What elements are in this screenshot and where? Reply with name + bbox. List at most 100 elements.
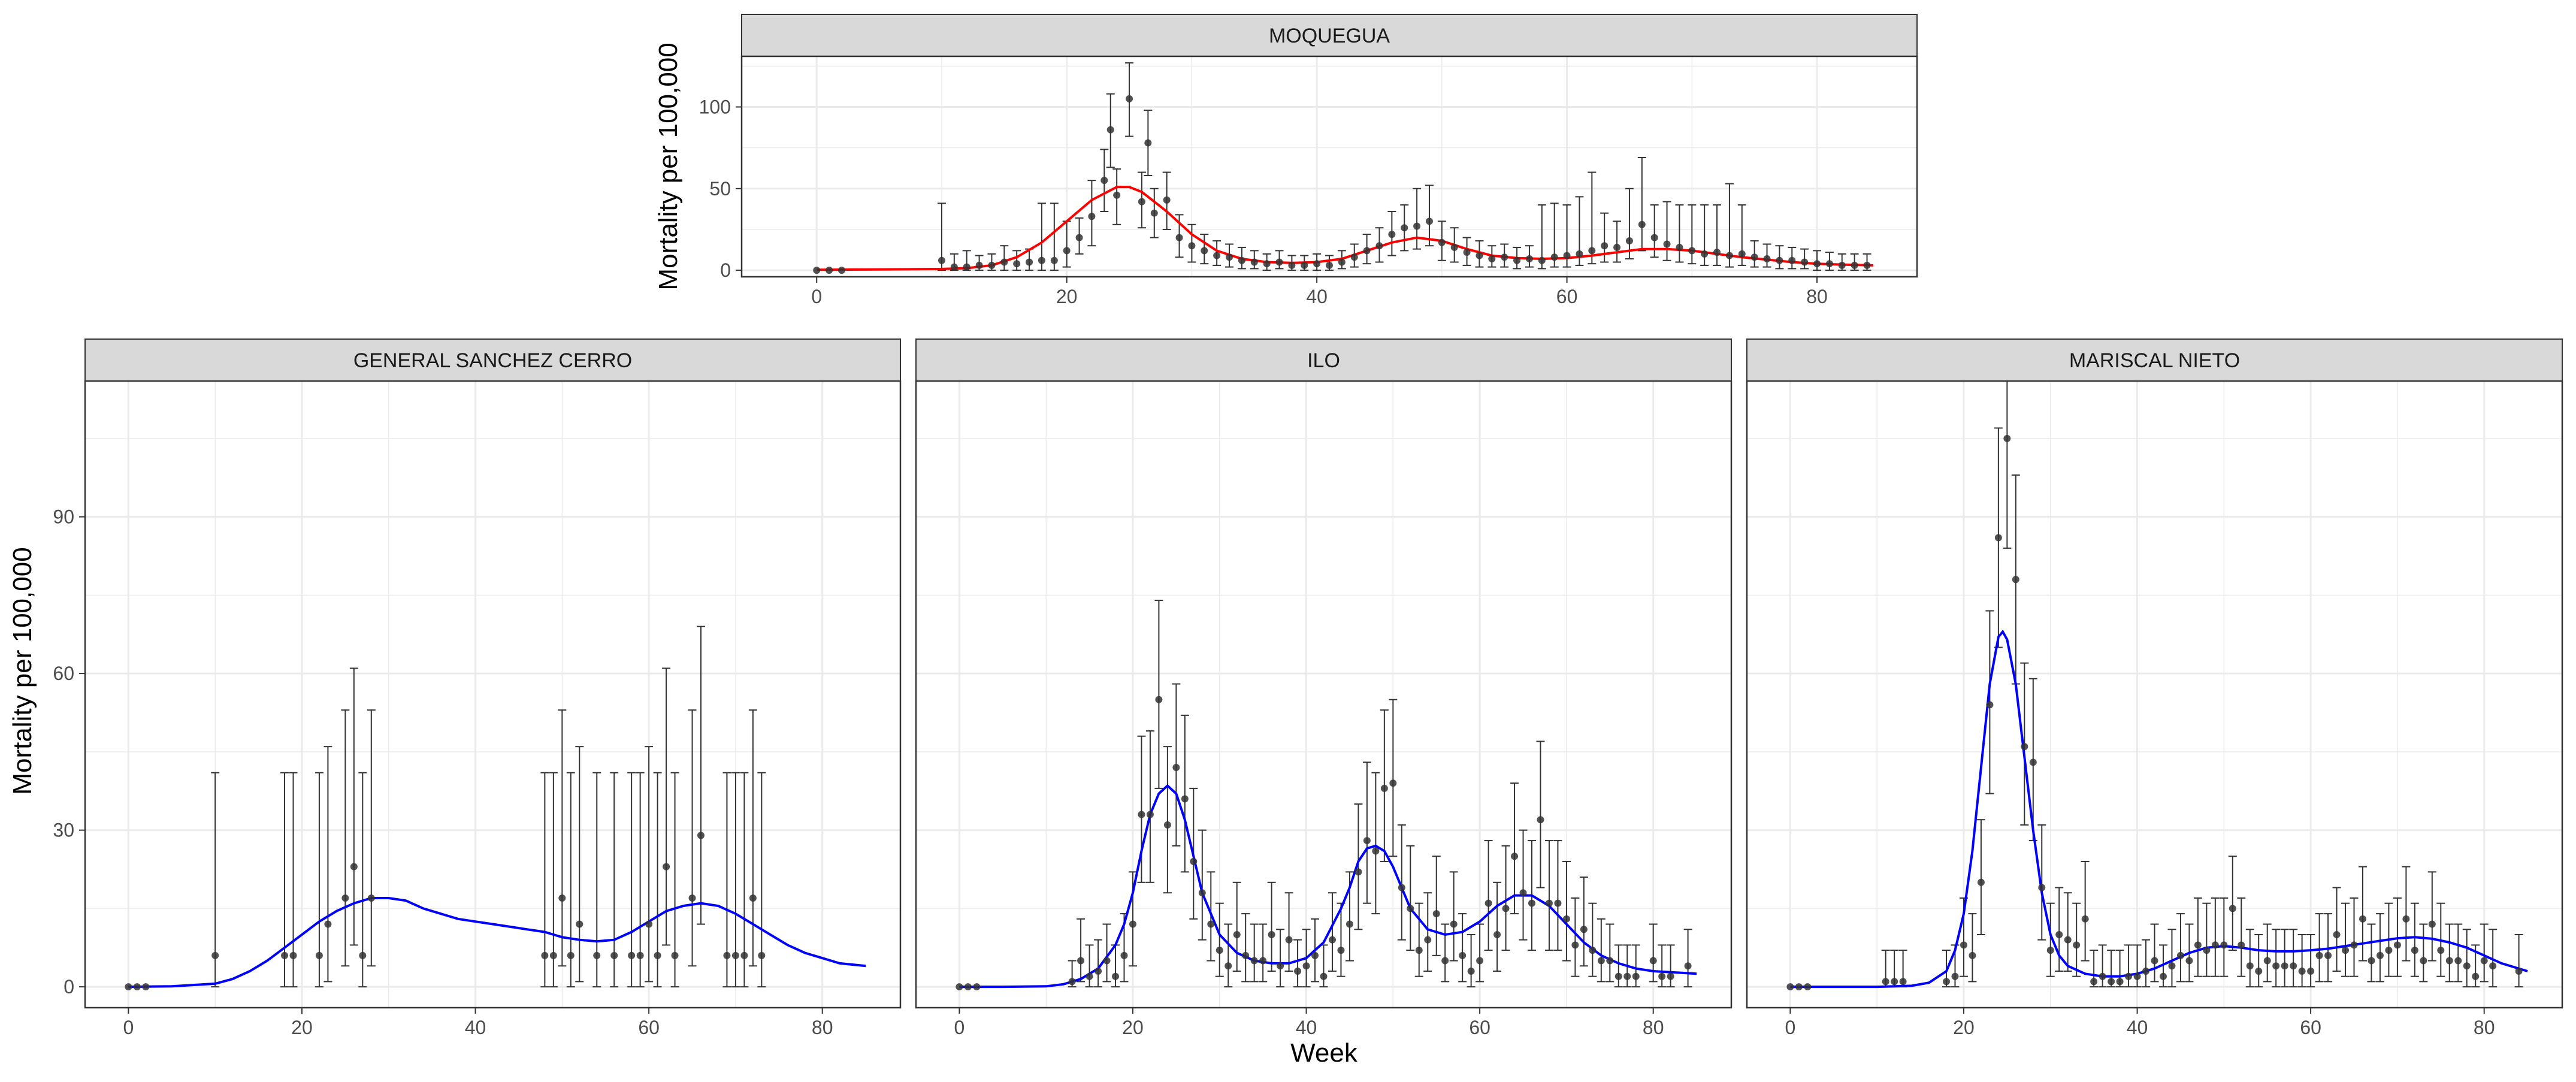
data-point	[1138, 198, 1145, 205]
data-point	[1346, 920, 1353, 928]
data-point	[341, 894, 349, 902]
data-point	[938, 256, 945, 264]
data-point	[1277, 962, 1284, 970]
data-point	[2073, 941, 2081, 949]
data-point	[1502, 905, 1510, 912]
panel-border	[740, 55, 1918, 278]
y-axis-label-bottom-row: Mortality per 100,000	[8, 547, 37, 794]
data-point	[1375, 242, 1383, 250]
data-point	[1088, 213, 1096, 220]
data-point	[1725, 252, 1733, 259]
data-point	[2220, 941, 2228, 949]
data-point	[837, 267, 845, 274]
x-tick-label: 80	[1806, 286, 1828, 307]
data-point	[610, 951, 618, 959]
data-point	[2393, 941, 2401, 949]
x-tick-label: 0	[954, 1017, 965, 1038]
data-point	[567, 951, 575, 959]
data-point	[1201, 247, 1208, 255]
data-point	[740, 951, 748, 959]
data-point	[1311, 951, 1319, 959]
data-point	[1484, 899, 1492, 907]
data-point	[1467, 967, 1475, 975]
data-point	[1326, 261, 1333, 269]
data-point	[1398, 884, 1405, 891]
data-point	[1068, 978, 1076, 986]
data-point	[1632, 972, 1640, 980]
data-point	[2376, 951, 2384, 959]
data-point	[2445, 957, 2453, 965]
data-point	[1126, 95, 1133, 102]
data-point	[1960, 941, 1967, 949]
data-point	[2003, 434, 2011, 442]
facet-strip	[1746, 338, 2563, 382]
data-point	[956, 983, 963, 991]
data-point	[1213, 252, 1221, 259]
data-point	[315, 951, 323, 959]
data-point	[2359, 915, 2366, 923]
data-point	[1701, 250, 1709, 258]
data-point	[1588, 247, 1596, 255]
x-tick-label: 0	[1785, 1017, 1795, 1038]
data-point	[1086, 972, 1093, 980]
data-point	[697, 832, 705, 839]
data-point	[2480, 957, 2488, 965]
data-point	[1389, 779, 1397, 787]
data-point	[1638, 220, 1646, 228]
data-point	[663, 863, 670, 871]
data-point	[2463, 962, 2471, 970]
data-point	[2021, 743, 2028, 751]
data-point	[1501, 253, 1508, 261]
data-point	[988, 261, 996, 269]
data-point	[1658, 972, 1666, 980]
facet-strip	[915, 338, 1732, 382]
data-point	[1463, 249, 1471, 256]
y-tick-label: 90	[53, 506, 74, 528]
data-point	[1328, 936, 1336, 944]
data-point	[1795, 983, 1803, 991]
data-point	[1275, 258, 1283, 266]
facet-strip-label: GENERAL SANCHEZ CERRO	[353, 349, 632, 372]
data-point	[1337, 947, 1345, 954]
data-point	[133, 983, 141, 991]
data-point	[1372, 847, 1380, 855]
data-point	[2411, 947, 2418, 954]
data-point	[1763, 255, 1771, 263]
data-point	[1554, 899, 1562, 907]
panel-ilo: ILO 0 20 40 60 80	[915, 338, 1733, 1038]
data-point	[2368, 957, 2375, 965]
data-point	[2281, 962, 2288, 970]
data-point	[1676, 243, 1683, 251]
data-point	[1493, 930, 1501, 938]
data-point	[1150, 209, 1158, 217]
data-point	[2315, 951, 2323, 959]
data-point	[950, 263, 958, 271]
data-point	[1250, 957, 1258, 965]
data-point	[1776, 256, 1783, 264]
facet-strip	[741, 14, 1918, 57]
x-tick-label: 40	[1306, 286, 1328, 307]
data-point	[1713, 249, 1721, 256]
data-point	[541, 951, 549, 959]
panel-border	[84, 380, 902, 1009]
data-point	[1077, 957, 1085, 965]
data-point	[1476, 957, 1484, 965]
data-point	[142, 983, 150, 991]
data-point	[1413, 222, 1421, 230]
data-point	[1788, 256, 1796, 264]
data-point	[1380, 784, 1388, 792]
data-point	[1986, 701, 1994, 709]
data-point	[688, 894, 696, 902]
data-point	[2055, 930, 2063, 938]
data-point	[2428, 920, 2436, 928]
data-point	[1838, 261, 1846, 269]
y-tick-label: 0	[720, 259, 731, 281]
data-point	[2307, 967, 2315, 975]
data-point	[1576, 250, 1583, 258]
data-point	[1688, 247, 1696, 255]
data-point	[1441, 957, 1449, 965]
data-point	[1513, 256, 1521, 264]
data-point	[289, 951, 297, 959]
y-tick-label: 50	[709, 178, 731, 200]
facet-strip	[84, 338, 901, 382]
